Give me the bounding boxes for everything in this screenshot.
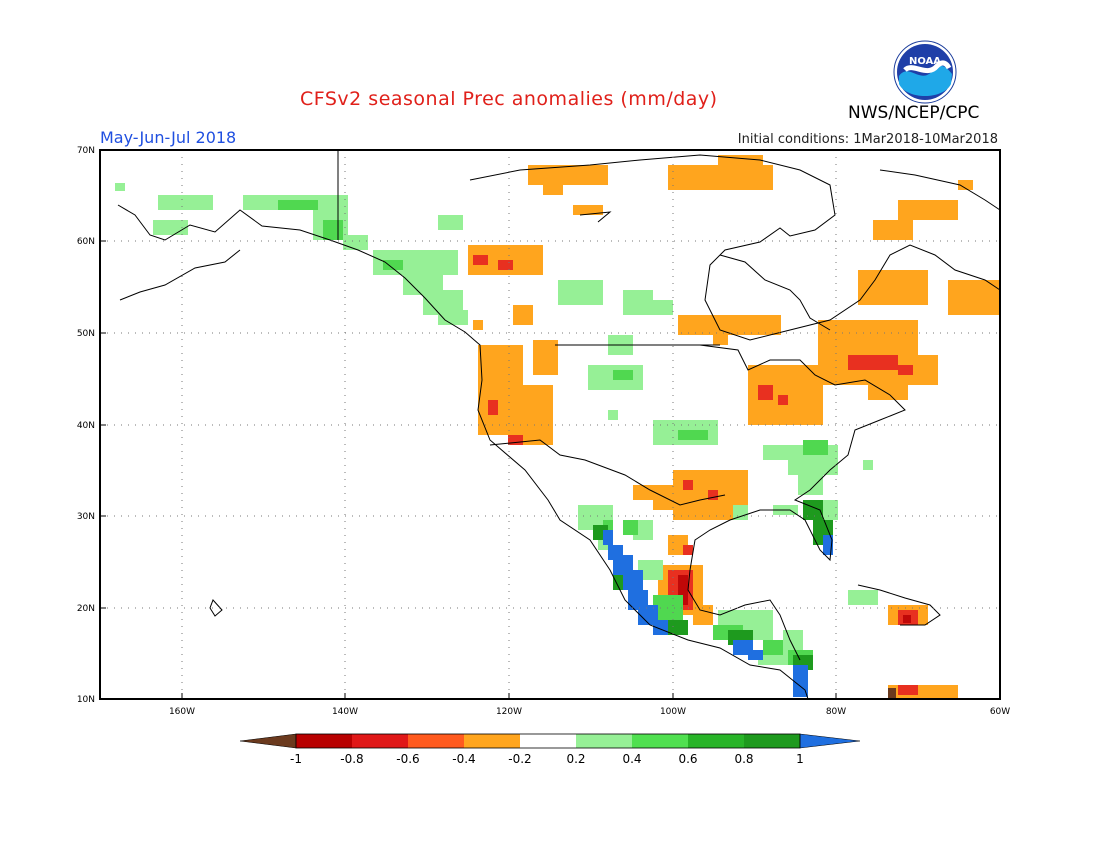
colorbar-high-arrow — [799, 733, 861, 749]
colorbar-swatch — [464, 734, 520, 748]
colorbar-label: 1 — [796, 752, 804, 766]
lon-label-140w: 140W — [332, 707, 358, 717]
colorbar-swatch — [576, 734, 632, 748]
colorbar: -1 -0.8 -0.6 -0.4 -0.2 0.2 0.4 0.6 0.8 1 — [239, 733, 861, 766]
colorbar-swatch — [352, 734, 408, 748]
lat-label-40n: 40N — [77, 421, 95, 431]
colorbar-label: 0.2 — [566, 752, 585, 766]
colorbar-label: 0.6 — [678, 752, 697, 766]
anomaly-layer — [115, 155, 1000, 699]
colorbar-swatch — [520, 734, 576, 748]
logo-text: NOAA — [909, 56, 941, 67]
colorbar-label: 0.4 — [622, 752, 641, 766]
colorbar-label: -0.6 — [396, 752, 419, 766]
lat-label-50n: 50N — [77, 329, 95, 339]
noaa-logo-icon: NOAA — [893, 40, 957, 104]
colorbar-swatch — [744, 734, 800, 748]
agency-label: NWS/NCEP/CPC — [848, 103, 980, 123]
lon-label-120w: 120W — [496, 707, 522, 717]
coastline-layer — [117, 150, 1001, 700]
lat-label-20n: 20N — [77, 604, 95, 614]
colorbar-label: -1 — [290, 752, 302, 766]
season-label: May-Jun-Jul 2018 — [100, 128, 237, 147]
lon-label-100w: 100W — [660, 707, 686, 717]
map-title: CFSv2 seasonal Prec anomalies (mm/day) — [300, 88, 718, 110]
colorbar-swatch — [296, 734, 352, 748]
lat-lon-grid — [100, 150, 1000, 699]
colorbar-label: -0.2 — [508, 752, 531, 766]
initial-conditions-label: Initial conditions: 1Mar2018-10Mar2018 — [737, 132, 998, 147]
colorbar-swatch — [632, 734, 688, 748]
lon-label-80w: 80W — [826, 707, 846, 717]
colorbar-swatch — [408, 734, 464, 748]
lat-label-10n: 10N — [77, 695, 95, 705]
lat-label-60n: 60N — [77, 237, 95, 247]
axis-ticks — [100, 149, 837, 699]
lon-label-60w: 60W — [990, 707, 1010, 717]
lon-label-160w: 160W — [169, 707, 195, 717]
colorbar-label: -0.4 — [452, 752, 475, 766]
colorbar-swatch — [688, 734, 744, 748]
colorbar-label: 0.8 — [734, 752, 753, 766]
lat-label-70n: 70N — [77, 146, 95, 156]
colorbar-label: -0.8 — [340, 752, 363, 766]
latitude-labels: 70N 60N 50N 40N 30N 20N 10N — [77, 146, 95, 705]
lat-label-30n: 30N — [77, 512, 95, 522]
longitude-labels: 160W 140W 120W 100W 80W 60W — [169, 707, 1010, 717]
colorbar-low-arrow — [239, 733, 297, 749]
